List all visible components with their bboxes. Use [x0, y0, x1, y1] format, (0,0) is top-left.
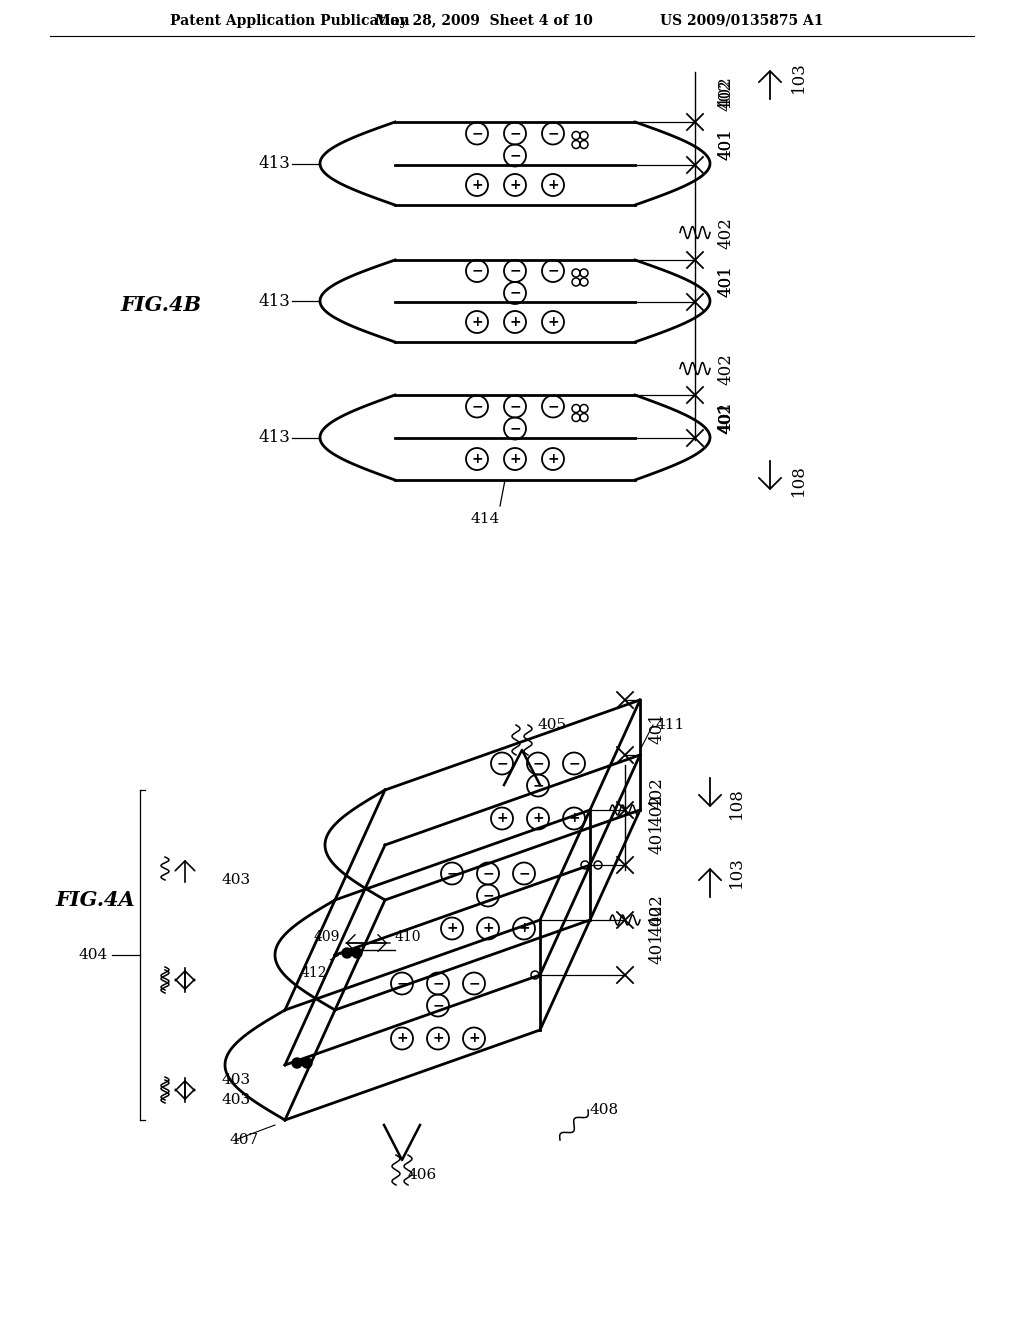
Text: 413: 413	[258, 429, 290, 446]
Text: +: +	[432, 1031, 443, 1045]
Text: 406: 406	[407, 1168, 436, 1181]
Text: +: +	[396, 1031, 408, 1045]
Text: −: −	[468, 975, 480, 990]
Text: 403: 403	[222, 1073, 251, 1086]
Text: −: −	[509, 421, 521, 436]
Text: +: +	[509, 451, 521, 466]
Text: May 28, 2009  Sheet 4 of 10: May 28, 2009 Sheet 4 of 10	[375, 15, 593, 28]
Circle shape	[302, 1059, 312, 1068]
Text: −: −	[482, 866, 494, 880]
Text: 401: 401	[717, 128, 734, 160]
Text: 405: 405	[537, 718, 566, 733]
Text: −: −	[547, 125, 559, 140]
Text: +: +	[532, 812, 544, 825]
Text: 103: 103	[728, 857, 745, 888]
Text: −: −	[396, 975, 408, 990]
Text: 402: 402	[648, 904, 665, 936]
Text: −: −	[482, 888, 494, 902]
Text: US 2009/0135875 A1: US 2009/0135875 A1	[660, 15, 823, 28]
Text: +: +	[471, 315, 482, 329]
Text: 108: 108	[728, 787, 745, 818]
Text: −: −	[471, 399, 482, 413]
Text: 401: 401	[717, 265, 734, 297]
Text: +: +	[468, 1031, 480, 1045]
Text: 401: 401	[717, 401, 734, 433]
Text: 414: 414	[470, 512, 500, 525]
Text: 402: 402	[717, 79, 734, 111]
Text: +: +	[518, 921, 529, 936]
Text: 408: 408	[590, 1104, 620, 1117]
Text: −: −	[518, 866, 529, 880]
Text: −: −	[446, 866, 458, 880]
Text: 108: 108	[790, 465, 807, 496]
Text: 410: 410	[395, 931, 422, 944]
Text: 402: 402	[648, 777, 665, 809]
Text: −: −	[547, 399, 559, 413]
Circle shape	[342, 948, 352, 958]
Text: 411: 411	[655, 718, 684, 733]
Text: +: +	[547, 178, 559, 191]
Text: +: +	[471, 451, 482, 466]
Text: −: −	[471, 125, 482, 140]
Text: +: +	[547, 451, 559, 466]
Text: +: +	[482, 921, 494, 936]
Text: 409: 409	[313, 931, 340, 944]
Text: 403: 403	[222, 873, 251, 887]
Text: −: −	[509, 399, 521, 413]
Text: 103: 103	[790, 61, 807, 92]
Circle shape	[352, 948, 362, 958]
Text: 412: 412	[300, 966, 327, 979]
Text: 402: 402	[717, 216, 734, 249]
Text: FIG.4B: FIG.4B	[120, 294, 201, 315]
Text: +: +	[446, 921, 458, 936]
Text: 401: 401	[648, 932, 665, 964]
Text: 407: 407	[230, 1133, 259, 1147]
Text: 401: 401	[717, 265, 734, 297]
Text: +: +	[509, 315, 521, 329]
Text: −: −	[432, 975, 443, 990]
Text: +: +	[547, 315, 559, 329]
Text: −: −	[509, 148, 521, 162]
Text: −: −	[497, 756, 508, 770]
Text: 401: 401	[717, 401, 734, 433]
Text: −: −	[432, 998, 443, 1012]
Text: 401: 401	[648, 822, 665, 854]
Text: 403: 403	[222, 1093, 251, 1107]
Text: −: −	[532, 756, 544, 770]
Text: +: +	[471, 178, 482, 191]
Text: 401: 401	[717, 128, 734, 160]
Text: −: −	[509, 264, 521, 277]
Text: 413: 413	[258, 154, 290, 172]
Text: 402: 402	[717, 403, 734, 434]
Text: 404: 404	[79, 948, 108, 962]
Circle shape	[292, 1059, 302, 1068]
Text: −: −	[509, 125, 521, 140]
Text: 401: 401	[648, 711, 665, 744]
Text: −: −	[532, 777, 544, 792]
Text: +: +	[497, 812, 508, 825]
Text: −: −	[509, 285, 521, 300]
Text: FIG.4A: FIG.4A	[55, 890, 135, 909]
Text: +: +	[509, 178, 521, 191]
Text: +: +	[568, 812, 580, 825]
Text: −: −	[547, 264, 559, 277]
Text: 402: 402	[717, 77, 734, 108]
Text: −: −	[471, 264, 482, 277]
Text: 402: 402	[648, 795, 665, 826]
Text: Patent Application Publication: Patent Application Publication	[170, 15, 410, 28]
Text: −: −	[568, 756, 580, 770]
Text: 402: 402	[648, 894, 665, 925]
Text: 402: 402	[717, 352, 734, 385]
Text: 413: 413	[258, 293, 290, 309]
